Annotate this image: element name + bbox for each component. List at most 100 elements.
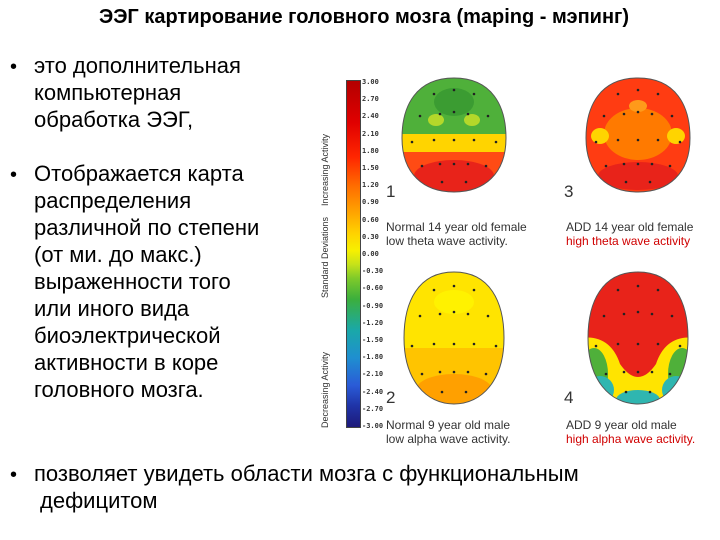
electrode-dot — [486, 114, 490, 118]
electrode-dot — [418, 314, 422, 318]
electrode-dot — [410, 344, 414, 348]
electrode-dot — [466, 312, 470, 316]
electrode-dot — [616, 92, 620, 96]
electrode-dot — [636, 162, 640, 166]
bullet-line: (от ми. до макс.) — [34, 242, 202, 267]
electrode-dot — [452, 110, 456, 114]
electrode-dot — [656, 342, 660, 346]
head-map-3 — [585, 77, 691, 193]
caption-line: low theta wave activity. — [386, 234, 508, 248]
map-caption: Normal 14 year old female low theta wave… — [386, 220, 527, 248]
electrode-dot — [472, 138, 476, 142]
bullet-line: активности в коре — [34, 350, 219, 375]
electrode-dot — [594, 344, 598, 348]
electrode-dot — [604, 164, 608, 168]
electrode-dot — [438, 112, 442, 116]
scale-tick-label: 0.60 — [362, 215, 379, 224]
electrode-dot — [636, 110, 640, 114]
electrode-dot — [418, 114, 422, 118]
electrode-dot — [616, 288, 620, 292]
map-number: 2 — [386, 388, 396, 407]
scale-tick-label: 2.10 — [362, 129, 379, 138]
head-map-1 — [401, 77, 507, 193]
electrode-dot — [602, 114, 606, 118]
electrode-dot — [472, 288, 476, 292]
electrode-dot — [668, 372, 672, 376]
electrode-dot — [452, 342, 456, 346]
scale-tick-label: 0.30 — [362, 232, 379, 241]
scale-tick-label: 1.50 — [362, 164, 379, 172]
decreasing-activity-label: Decreasing Activity — [320, 351, 330, 428]
electrode-dot — [678, 140, 682, 144]
bullet-line: различной по степени — [34, 215, 260, 240]
map-number: 1 — [386, 182, 396, 201]
electrode-dot — [636, 88, 640, 92]
bullet-marker: • — [10, 56, 18, 78]
caption-line: Normal 9 year old male — [386, 418, 511, 432]
bullet-line: дефицитом — [40, 488, 158, 513]
scale-tick-label: -1.50 — [362, 336, 384, 344]
electrode-dot — [602, 314, 606, 318]
bullet-line: обработка ЭЭГ, — [34, 107, 194, 132]
electrode-dot — [472, 92, 476, 96]
electrode-dot — [438, 312, 442, 316]
electrode-dot — [452, 310, 456, 314]
caption-line: low alpha wave activity. — [386, 432, 511, 446]
bullet-marker: • — [10, 464, 18, 486]
electrode-dot — [678, 344, 682, 348]
scale-tick-label: -1.80 — [362, 353, 384, 362]
electrode-dot — [472, 342, 476, 346]
electrode-dot — [604, 372, 608, 376]
electrode-dot — [452, 162, 456, 166]
electrode-dot — [420, 372, 424, 376]
electrode-dot — [656, 138, 660, 142]
scale-tick-label: 0.00 — [362, 250, 379, 258]
bullet-line: распределения — [34, 188, 192, 213]
electrode-dot — [440, 390, 444, 394]
increasing-activity-label: Increasing Activity — [320, 133, 330, 206]
electrode-dot — [650, 162, 654, 166]
bullet-line: компьютерная — [34, 80, 182, 105]
scale-tick-label: -2.10 — [362, 370, 384, 379]
electrode-dot — [494, 344, 498, 348]
caption-line: ADD 14 year old female — [566, 220, 694, 234]
bullet-line: позволяет увидеть области мозга с функци… — [34, 461, 579, 486]
scale-tick-label: -0.30 — [362, 267, 384, 276]
electrode-dot — [484, 164, 488, 168]
scale-tick-label: 2.70 — [362, 95, 379, 104]
electrode-dot — [438, 370, 442, 374]
electrode-dot — [466, 162, 470, 166]
electrode-dot — [432, 138, 436, 142]
scale-tick-label: -1.20 — [362, 318, 384, 327]
page-title: ЭЭГ картирование головного мозга (maping… — [98, 6, 630, 28]
electrode-dot — [670, 314, 674, 318]
scale-tick-label: 2.40 — [362, 112, 379, 121]
electrode-dot — [670, 114, 674, 118]
electrode-dot — [650, 112, 654, 116]
bullet-line: головного мозга. — [34, 377, 204, 402]
electrode-dot — [650, 370, 654, 374]
electrode-dot — [438, 162, 442, 166]
electrode-dot — [622, 162, 626, 166]
electrode-dot — [484, 372, 488, 376]
electrode-dot — [464, 390, 468, 394]
map-number: 4 — [564, 388, 574, 407]
map-caption: ADD 14 year old female high theta wave a… — [566, 220, 693, 248]
caption-line: high theta wave activity — [566, 234, 691, 248]
electrode-dot — [494, 140, 498, 144]
scale-tick-label: -3.00 — [362, 422, 384, 430]
electrode-dot — [452, 284, 456, 288]
map-number: 3 — [564, 182, 574, 201]
map-caption: ADD 9 year old male high alpha wave acti… — [566, 418, 695, 446]
electrode-dot — [624, 390, 628, 394]
list-item: это дополнительная компьютерная обработк… — [34, 52, 241, 133]
electrode-dot — [636, 284, 640, 288]
electrode-dot — [656, 92, 660, 96]
electrode-dot — [636, 370, 640, 374]
electrode-dot — [410, 140, 414, 144]
bullet-line: или иного вида — [34, 296, 190, 321]
list-item: Отображается карта распределения различн… — [34, 160, 259, 403]
head-map-4 — [587, 271, 689, 405]
standard-deviations-label: Standard Deviations — [320, 216, 330, 298]
electrode-dot — [452, 88, 456, 92]
